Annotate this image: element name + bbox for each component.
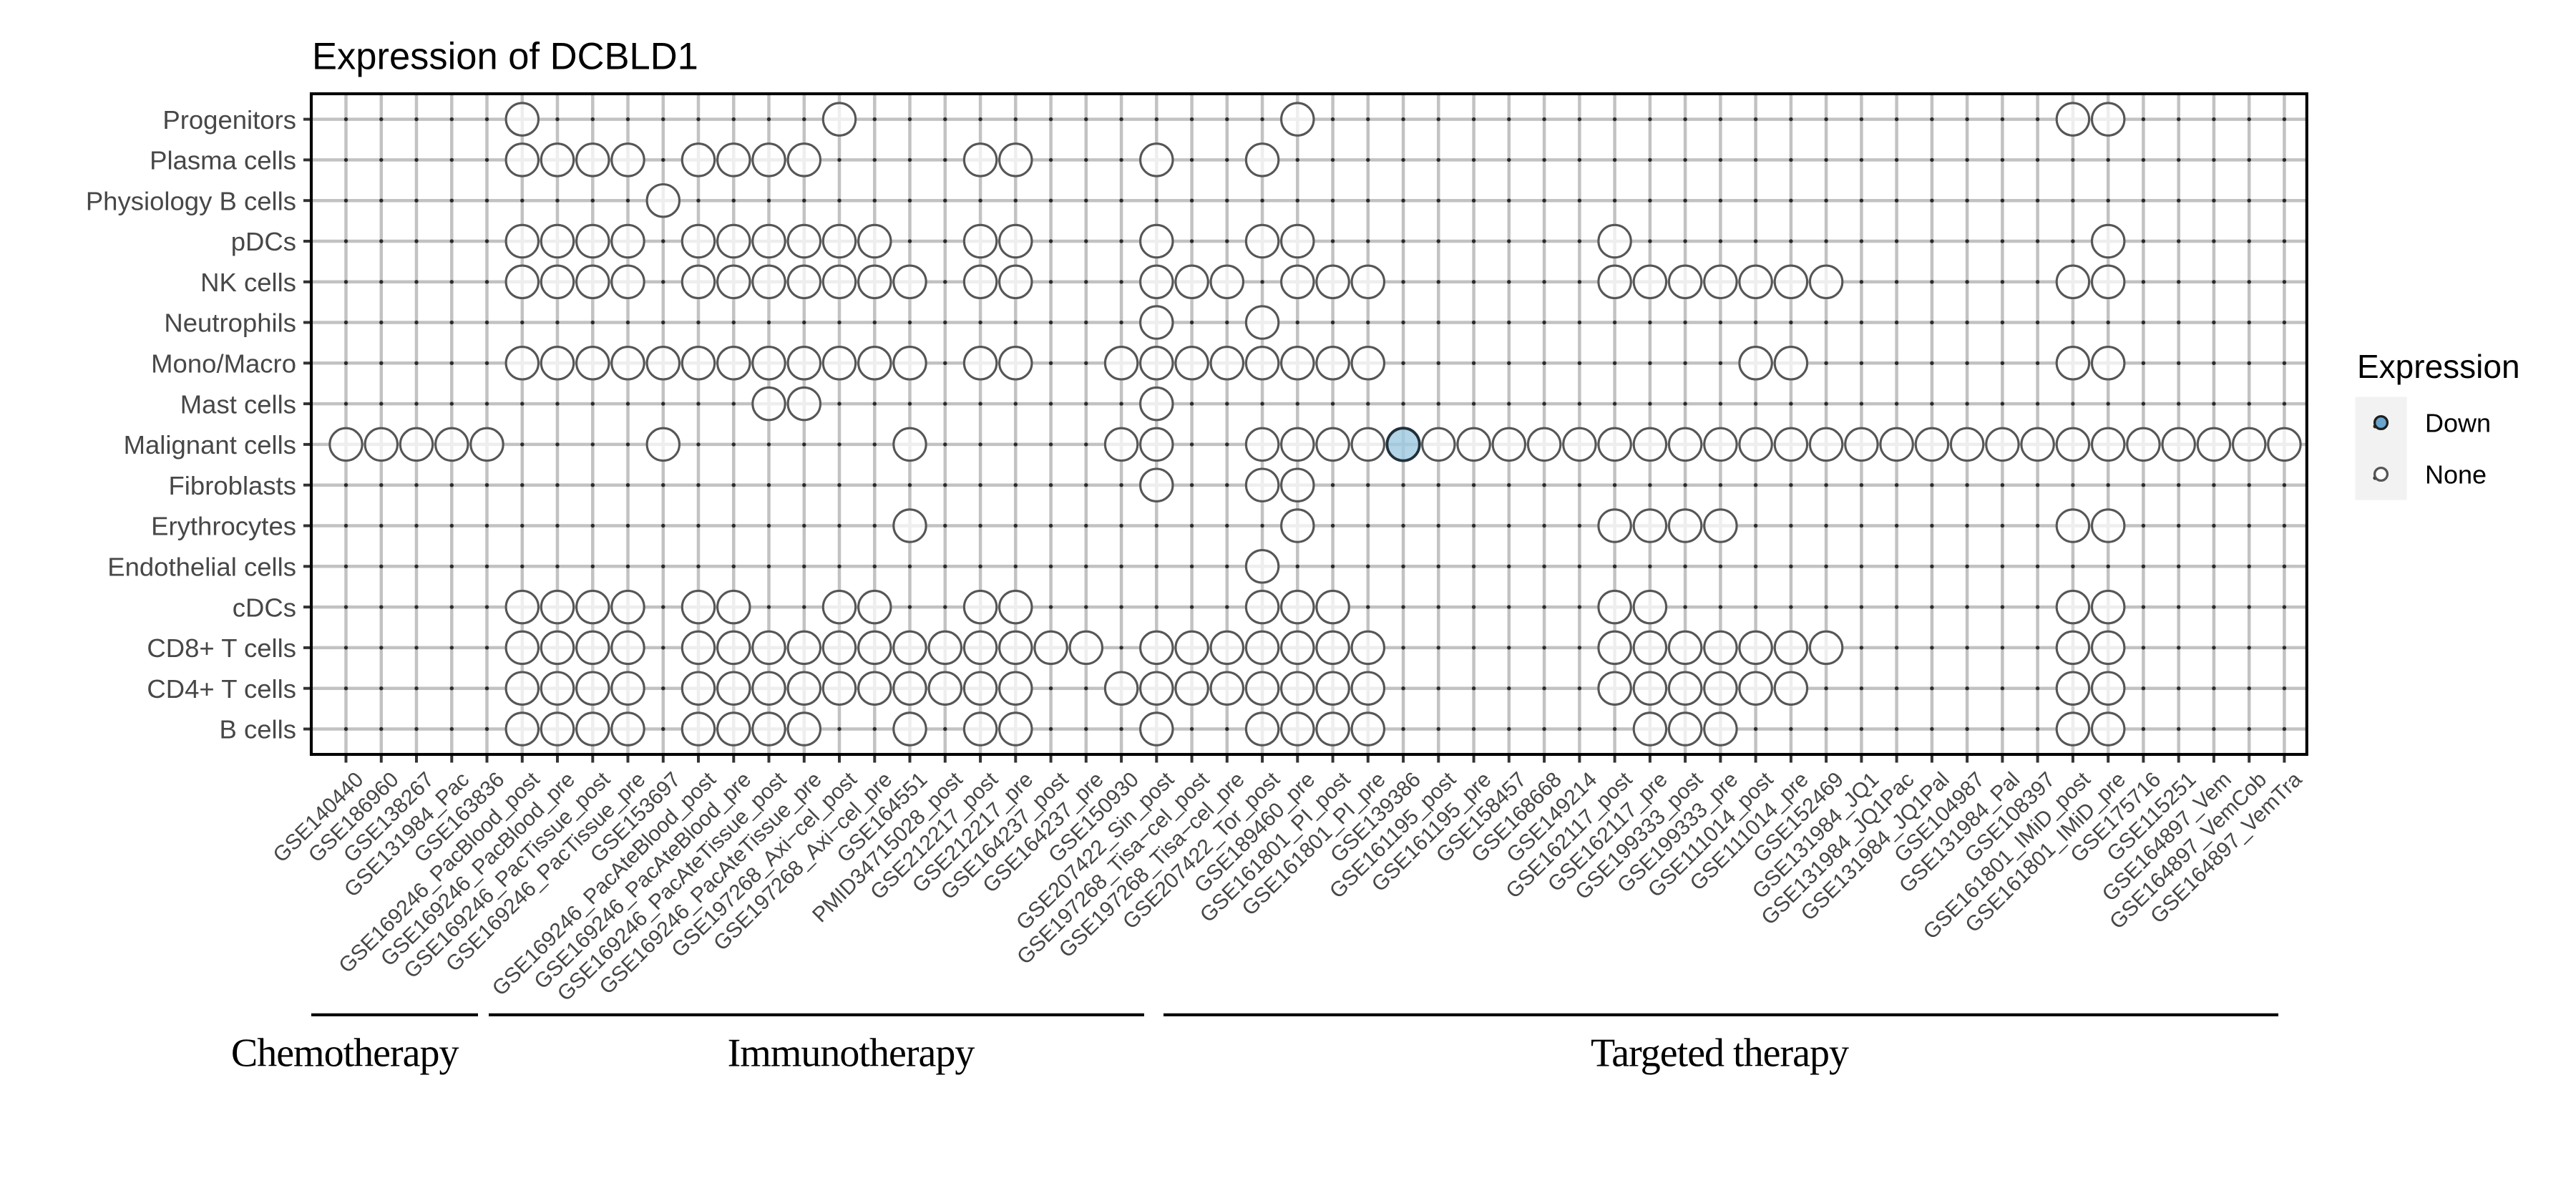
svg-text:Expression of DCBLD1: Expression of DCBLD1 xyxy=(312,36,698,78)
svg-text:CD4+ T cells: CD4+ T cells xyxy=(147,674,296,704)
svg-text:Progenitors: Progenitors xyxy=(162,105,296,135)
svg-text:Fibroblasts: Fibroblasts xyxy=(168,471,296,500)
svg-text:Endothelial cells: Endothelial cells xyxy=(107,553,296,582)
svg-text:cDCs: cDCs xyxy=(233,593,296,622)
svg-text:NK cells: NK cells xyxy=(200,268,296,297)
svg-text:Immunotherapy: Immunotherapy xyxy=(728,1031,975,1076)
svg-text:None: None xyxy=(2425,460,2487,490)
svg-text:pDCs: pDCs xyxy=(231,227,296,256)
svg-text:CD8+ T cells: CD8+ T cells xyxy=(147,633,296,663)
svg-text:B cells: B cells xyxy=(219,715,296,744)
svg-text:Down: Down xyxy=(2425,409,2491,438)
svg-text:Plasma cells: Plasma cells xyxy=(150,146,296,175)
svg-text:Mono/Macro: Mono/Macro xyxy=(151,349,296,379)
svg-text:Erythrocytes: Erythrocytes xyxy=(151,512,296,541)
svg-text:Mast cells: Mast cells xyxy=(180,389,296,419)
svg-text:Malignant cells: Malignant cells xyxy=(124,430,296,460)
svg-text:Targeted therapy: Targeted therapy xyxy=(1591,1031,1849,1076)
svg-text:Expression: Expression xyxy=(2357,348,2520,385)
svg-text:Neutrophils: Neutrophils xyxy=(164,308,296,338)
svg-text:Physiology B cells: Physiology B cells xyxy=(86,186,296,215)
svg-text:Chemotherapy: Chemotherapy xyxy=(231,1031,459,1076)
